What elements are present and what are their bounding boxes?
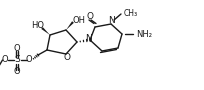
Text: O: O <box>26 56 32 65</box>
Text: NH₂: NH₂ <box>136 30 152 39</box>
Text: S: S <box>14 56 20 65</box>
Text: N: N <box>109 15 115 24</box>
Polygon shape <box>66 21 74 30</box>
Text: N: N <box>85 33 91 42</box>
Text: CH₃: CH₃ <box>124 8 138 17</box>
Text: O: O <box>14 68 20 76</box>
Text: O: O <box>14 43 20 52</box>
Polygon shape <box>41 27 50 35</box>
Text: O: O <box>63 53 71 62</box>
Text: HO: HO <box>31 21 44 30</box>
Text: O: O <box>86 12 93 21</box>
Text: OH: OH <box>72 15 85 24</box>
Text: O: O <box>2 56 8 65</box>
